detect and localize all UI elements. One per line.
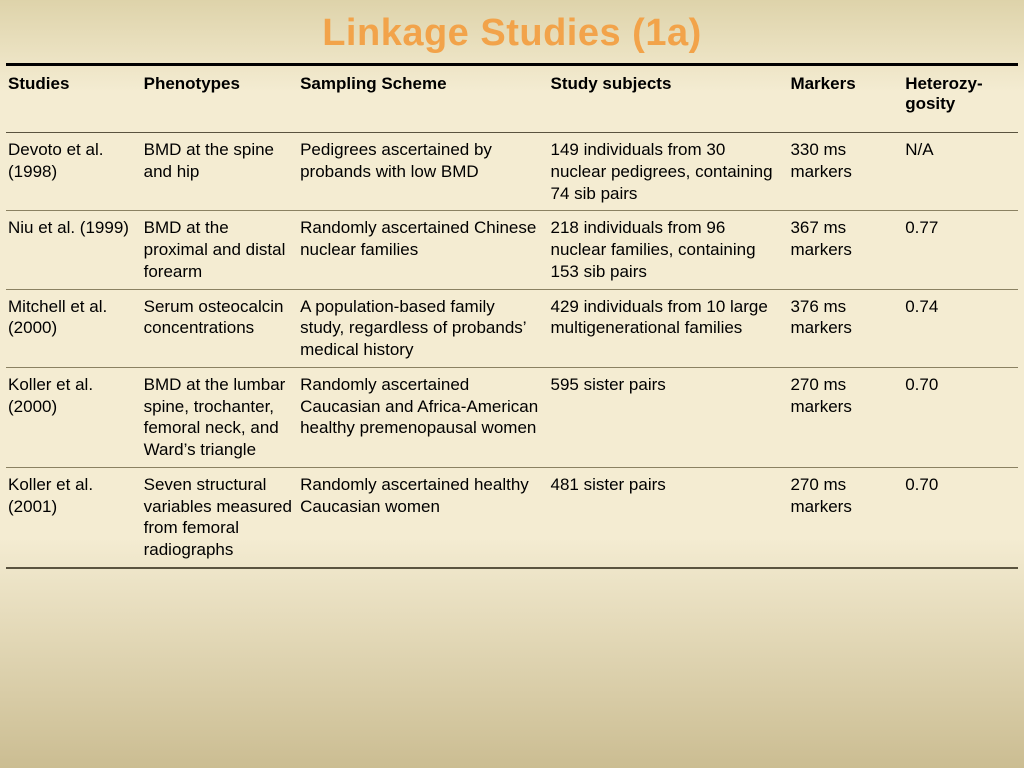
table-cell: 481 sister pairs	[548, 467, 788, 568]
table-cell: BMD at the lumbar spine, trochanter, fem…	[142, 367, 298, 467]
table-cell: Mitchell et al. (2000)	[6, 289, 142, 367]
table-row: Devoto et al. (1998)BMD at the spine and…	[6, 133, 1018, 211]
table-header-row: StudiesPhenotypesSampling SchemeStudy su…	[6, 65, 1018, 133]
column-header: Markers	[788, 65, 903, 133]
table-row: Mitchell et al. (2000)Serum osteocalcin …	[6, 289, 1018, 367]
table-cell: 595 sister pairs	[548, 367, 788, 467]
table-cell: Koller et al. (2000)	[6, 367, 142, 467]
table-row: Niu et al. (1999)BMD at the proximal and…	[6, 211, 1018, 289]
column-header: Study subjects	[548, 65, 788, 133]
table-cell: A population-based family study, regardl…	[298, 289, 548, 367]
studies-table: StudiesPhenotypesSampling SchemeStudy su…	[6, 63, 1018, 569]
table-cell: 0.70	[903, 367, 1018, 467]
table-cell: Randomly ascertained Chinese nuclear fam…	[298, 211, 548, 289]
table-cell: 0.70	[903, 467, 1018, 568]
table-cell: 376 ms markers	[788, 289, 903, 367]
table-cell: 0.77	[903, 211, 1018, 289]
column-header: Heterozy-gosity	[903, 65, 1018, 133]
table-cell: N/A	[903, 133, 1018, 211]
table-cell: 270 ms markers	[788, 367, 903, 467]
table-cell: BMD at the proximal and distal forearm	[142, 211, 298, 289]
table-head: StudiesPhenotypesSampling SchemeStudy su…	[6, 65, 1018, 133]
table-cell: 149 individuals from 30 nuclear pedigree…	[548, 133, 788, 211]
table-cell: Niu et al. (1999)	[6, 211, 142, 289]
table-cell: Devoto et al. (1998)	[6, 133, 142, 211]
table-cell: Randomly ascertained Caucasian and Afric…	[298, 367, 548, 467]
slide-title: Linkage Studies (1a)	[6, 8, 1018, 63]
table-cell: Randomly ascertained healthy Caucasian w…	[298, 467, 548, 568]
column-header: Phenotypes	[142, 65, 298, 133]
table-cell: Pedigrees ascertained by probands with l…	[298, 133, 548, 211]
table-cell: Seven structural variables measured from…	[142, 467, 298, 568]
table-cell: 330 ms markers	[788, 133, 903, 211]
column-header: Sampling Scheme	[298, 65, 548, 133]
table-row: Koller et al. (2001)Seven structural var…	[6, 467, 1018, 568]
table-row: Koller et al. (2000)BMD at the lumbar sp…	[6, 367, 1018, 467]
table-cell: 429 individuals from 10 large multigener…	[548, 289, 788, 367]
column-header: Studies	[6, 65, 142, 133]
table-cell: BMD at the spine and hip	[142, 133, 298, 211]
table-cell: Serum osteocalcin concentrations	[142, 289, 298, 367]
table-cell: 0.74	[903, 289, 1018, 367]
table-cell: 218 individuals from 96 nuclear families…	[548, 211, 788, 289]
table-body: Devoto et al. (1998)BMD at the spine and…	[6, 133, 1018, 568]
slide: Linkage Studies (1a) StudiesPhenotypesSa…	[0, 0, 1024, 768]
table-cell: 367 ms markers	[788, 211, 903, 289]
table-cell: 270 ms markers	[788, 467, 903, 568]
table-cell: Koller et al. (2001)	[6, 467, 142, 568]
